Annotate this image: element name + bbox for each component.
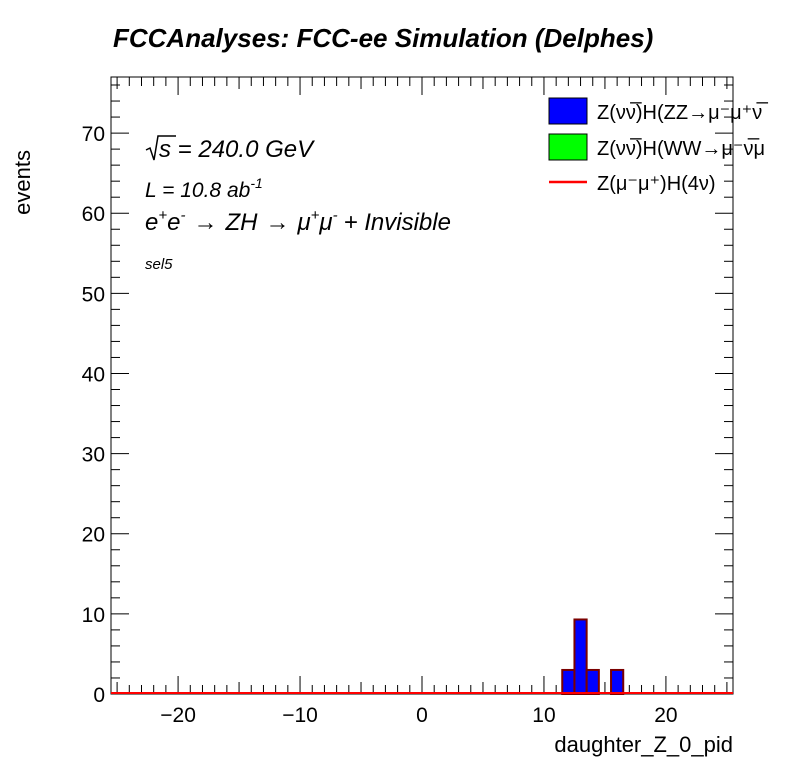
y-tick-label: 70 bbox=[82, 123, 105, 146]
svg-text:s = 240.0 GeV: s = 240.0 GeV bbox=[159, 136, 315, 163]
y-axis-label: events bbox=[10, 150, 35, 215]
legend-swatch-ww bbox=[548, 133, 588, 161]
x-tick-label: 20 bbox=[654, 704, 677, 727]
x-tick-label: −20 bbox=[160, 704, 196, 727]
y-tick-label: 0 bbox=[93, 684, 105, 707]
y-tick-labels: 0 10 20 30 40 50 60 70 bbox=[82, 123, 105, 707]
legend: Z(νν̅)H(ZZ→μ⁻μ⁺ν̅ Z(νν̅)H(WW→μ⁻ν̅μ Z(μ⁻μ… bbox=[548, 97, 768, 195]
histogram-bar bbox=[573, 618, 588, 696]
legend-label-4nu: Z(μ⁻μ⁺)H(4ν) bbox=[597, 173, 716, 195]
y-tick-label: 20 bbox=[82, 524, 105, 547]
x-tick-label: 10 bbox=[532, 704, 555, 727]
y-tick-label: 60 bbox=[82, 203, 105, 226]
energy-annotation: s = 240.0 GeV bbox=[145, 135, 315, 163]
x-axis-label: daughter_Z_0_pid bbox=[554, 732, 733, 757]
sqrt-s-var: s bbox=[159, 136, 171, 163]
histogram-bar bbox=[561, 668, 576, 696]
y-tick-label: 30 bbox=[82, 444, 105, 467]
x-tick-label: −10 bbox=[282, 704, 318, 727]
x-tick-labels: −20 −10 0 10 20 bbox=[160, 704, 677, 727]
legend-label-zz: Z(νν̅)H(ZZ→μ⁻μ⁺ν̅ bbox=[597, 101, 768, 124]
histogram-bar bbox=[610, 668, 625, 696]
x-tick-label: 0 bbox=[416, 704, 428, 727]
process-annotation: e+e- → ZH → μ+μ- + Invisible bbox=[145, 207, 451, 236]
histogram-bar bbox=[585, 668, 600, 696]
legend-label-ww: Z(νν̅)H(WW→μ⁻ν̅μ bbox=[597, 137, 765, 160]
y-tick-label: 40 bbox=[82, 363, 105, 386]
selection-label: sel5 bbox=[145, 256, 173, 273]
luminosity-annotation: L = 10.8 ab-1 bbox=[145, 175, 263, 202]
sqrt-symbol bbox=[145, 135, 176, 161]
chart-title: FCCAnalyses: FCC-ee Simulation (Delphes) bbox=[113, 23, 653, 53]
y-tick-label: 50 bbox=[82, 283, 105, 306]
legend-swatch-zz bbox=[548, 97, 588, 125]
y-tick-label: 10 bbox=[82, 604, 105, 627]
energy-value: = 240.0 GeV bbox=[171, 136, 315, 163]
